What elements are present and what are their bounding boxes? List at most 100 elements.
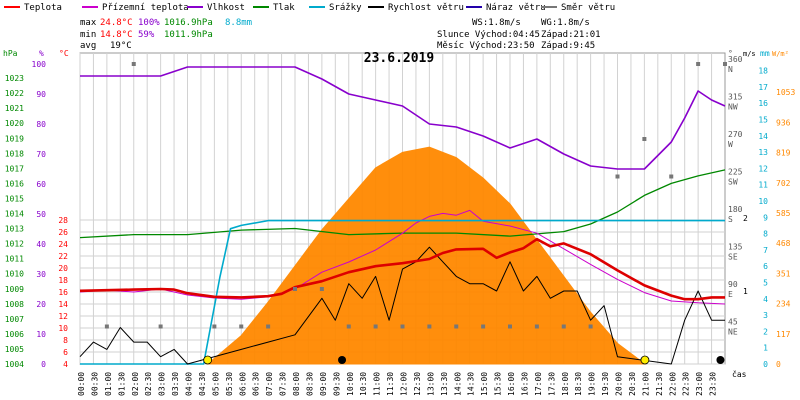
solar-tick-label: 117: [776, 330, 791, 339]
solar-tick-label: 0: [776, 360, 781, 369]
sunset-marker: [640, 355, 650, 365]
wind-direction-point: [373, 324, 378, 329]
hpa-tick-label: 1015: [5, 194, 24, 203]
humidity-tick-label: 0: [41, 360, 46, 369]
hpa-tick-label: 1019: [5, 134, 24, 143]
solar-tick-label: 468: [776, 239, 791, 248]
direction-tick-value: 360: [728, 55, 743, 64]
sun-set: Západ:21:01: [541, 30, 601, 40]
mm-tick-label: 17: [758, 83, 768, 92]
direction-tick-value: 270: [728, 130, 743, 139]
temp-tick-label: 12: [58, 312, 68, 321]
mm-tick-label: 0: [763, 360, 768, 369]
max-humidity: 100%: [138, 18, 160, 28]
temperature-line: [79, 237, 725, 301]
wind-direction-point: [561, 324, 566, 329]
x-tick-label: 11:00: [373, 372, 382, 396]
direction-tick-name: N: [728, 65, 733, 74]
legend-label: Směr větru: [561, 3, 615, 13]
humidity-tick-label: 60: [36, 180, 46, 189]
solar-radiation-area: [206, 146, 647, 365]
hpa-tick-label: 1018: [5, 149, 24, 158]
temp-tick-label: 20: [58, 264, 68, 273]
wind-speed-info: WS:1.8m/s: [472, 18, 521, 28]
x-tick-label: 07:30: [279, 372, 288, 396]
x-tick-label: 04:00: [185, 372, 194, 396]
mm-tick-label: 7: [763, 246, 768, 255]
x-tick-label: 22:00: [668, 372, 677, 396]
mm-tick-label: 8: [763, 230, 768, 239]
mm-tick-label: 4: [763, 295, 768, 304]
moon-rise: Měsíc Východ:23:50: [437, 41, 535, 51]
stats-block: max 24.8°C 100% 1016.9hPa 8.8mm min 14.8…: [80, 18, 601, 51]
avg-label: avg: [80, 41, 96, 51]
temp-tick-label: 14: [58, 300, 68, 309]
x-tick-label: 21:30: [655, 372, 664, 396]
ms-tick-label: 1: [743, 287, 748, 296]
wind-direction-point: [212, 324, 217, 329]
wind-direction-point: [481, 324, 486, 329]
chart-axes: 00:00 00:30 01:00 01:30 02:00 02:30 03:00 03:30…: [3, 49, 795, 396]
max-temp: 24.8°C: [100, 18, 133, 28]
x-tick-label: 03:00: [158, 372, 167, 396]
mm-tick-label: 6: [763, 262, 768, 271]
ms-unit: m/s: [743, 50, 756, 58]
ground-temperature-line: [79, 209, 726, 305]
hpa-tick-label: 1014: [5, 210, 24, 219]
direction-tick-value: 180: [728, 205, 743, 214]
x-tick-label: 13:00: [426, 372, 435, 396]
degc-unit: °C: [59, 49, 69, 58]
x-tick-label: 11:30: [386, 372, 395, 396]
mm-tick-label: 3: [763, 311, 768, 320]
mm-tick-label: 5: [763, 279, 768, 288]
mm-tick-label: 10: [758, 197, 768, 206]
temp-tick-label: 26: [58, 228, 68, 237]
hpa-tick-label: 1016: [5, 179, 24, 188]
direction-tick-value: 315: [728, 93, 743, 102]
direction-tick-value: 135: [728, 243, 743, 252]
x-tick-label: 01:00: [104, 372, 113, 396]
solar-tick-label: 819: [776, 149, 791, 158]
temp-tick-label: 8: [63, 336, 68, 345]
solar-tick-label: 585: [776, 209, 791, 218]
x-tick-label: 23:30: [709, 372, 718, 396]
humidity-tick-label: 10: [36, 330, 46, 339]
x-tick-label: 14:30: [467, 372, 476, 396]
temp-tick-label: 24: [58, 240, 68, 249]
direction-tick-name: NW: [728, 103, 738, 112]
mm-tick-label: 1: [763, 344, 768, 353]
x-tick-label: 21:00: [641, 372, 650, 396]
ms-tick-label: 2: [743, 214, 748, 223]
x-tick-label: 02:00: [131, 372, 140, 396]
x-tick-label: 08:00: [292, 372, 301, 396]
wind-direction-point: [104, 324, 109, 329]
hpa-tick-label: 1007: [5, 315, 24, 324]
mm-tick-label: 11: [758, 181, 768, 190]
hpa-tick-label: 1011: [5, 255, 24, 264]
wind-direction-point: [534, 324, 539, 329]
x-tick-label: 10:30: [359, 372, 368, 396]
wm-unit: W/m²: [772, 50, 789, 58]
temp-tick-label: 6: [63, 348, 68, 357]
legend-label: Srážky: [329, 3, 362, 13]
hpa-tick-label: 1023: [5, 74, 24, 83]
legend-label: Tlak: [273, 3, 295, 13]
hpa-unit: hPa: [3, 49, 18, 58]
humidity-tick-label: 20: [36, 300, 46, 309]
x-tick-label: 16:00: [507, 372, 516, 396]
x-tick-label: 15:30: [494, 372, 503, 396]
moonrise-marker: [716, 356, 725, 364]
hpa-tick-label: 1005: [5, 345, 24, 354]
wind-direction-point: [266, 324, 271, 329]
min-temp: 14.8°C: [100, 30, 133, 40]
wind-direction-point: [723, 62, 727, 66]
mm-tick-label: 18: [758, 67, 768, 76]
humidity-tick-label: 40: [36, 240, 46, 249]
direction-tick-value: 90: [728, 280, 738, 289]
plot-area: [79, 62, 727, 365]
temp-tick-label: 22: [58, 252, 68, 261]
x-tick-label: 06:30: [252, 372, 261, 396]
direction-tick-name: S: [728, 215, 733, 224]
humidity-line: [80, 66, 726, 170]
solar-tick-label: 702: [776, 179, 791, 188]
